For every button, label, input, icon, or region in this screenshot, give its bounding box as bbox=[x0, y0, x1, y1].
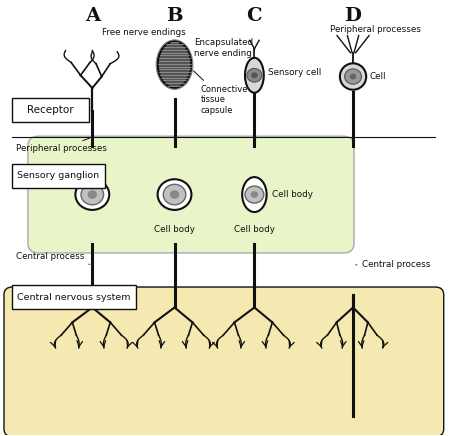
FancyBboxPatch shape bbox=[28, 136, 354, 253]
FancyBboxPatch shape bbox=[12, 285, 135, 309]
Text: Peripheral processes: Peripheral processes bbox=[329, 25, 420, 34]
Circle shape bbox=[251, 72, 258, 78]
Circle shape bbox=[247, 68, 262, 82]
Text: Cell: Cell bbox=[369, 72, 386, 81]
FancyBboxPatch shape bbox=[12, 164, 105, 188]
Text: Cell body: Cell body bbox=[266, 190, 313, 199]
Text: Encapsulated
nerve ending: Encapsulated nerve ending bbox=[194, 37, 253, 58]
Circle shape bbox=[350, 74, 356, 79]
Text: Central process: Central process bbox=[16, 252, 90, 264]
Text: Sensory ganglion: Sensory ganglion bbox=[17, 171, 99, 181]
Text: Free nerve endings: Free nerve endings bbox=[102, 28, 185, 37]
Circle shape bbox=[163, 184, 186, 205]
Text: D: D bbox=[345, 7, 361, 24]
Text: Sensory cell: Sensory cell bbox=[268, 68, 321, 77]
Ellipse shape bbox=[76, 179, 109, 210]
Text: Central nervous system: Central nervous system bbox=[17, 293, 130, 302]
Text: C: C bbox=[247, 7, 262, 24]
Circle shape bbox=[245, 186, 264, 203]
Text: Peripheral processes: Peripheral processes bbox=[16, 138, 107, 153]
Text: Central process: Central process bbox=[356, 260, 431, 269]
Ellipse shape bbox=[340, 63, 366, 90]
Text: B: B bbox=[166, 7, 183, 24]
FancyBboxPatch shape bbox=[4, 287, 444, 436]
Circle shape bbox=[88, 190, 97, 199]
Ellipse shape bbox=[158, 41, 191, 88]
Ellipse shape bbox=[242, 177, 266, 212]
Circle shape bbox=[345, 69, 361, 84]
Text: A: A bbox=[85, 7, 100, 24]
Ellipse shape bbox=[158, 179, 191, 210]
Text: Cell body: Cell body bbox=[234, 225, 275, 235]
Text: Connective
tissue
capsule: Connective tissue capsule bbox=[194, 71, 248, 115]
Ellipse shape bbox=[245, 58, 264, 93]
FancyBboxPatch shape bbox=[12, 98, 89, 122]
Circle shape bbox=[251, 191, 258, 198]
Text: Receptor: Receptor bbox=[27, 105, 73, 115]
Text: Cell body: Cell body bbox=[154, 225, 195, 235]
Circle shape bbox=[170, 190, 179, 199]
Circle shape bbox=[81, 184, 104, 205]
